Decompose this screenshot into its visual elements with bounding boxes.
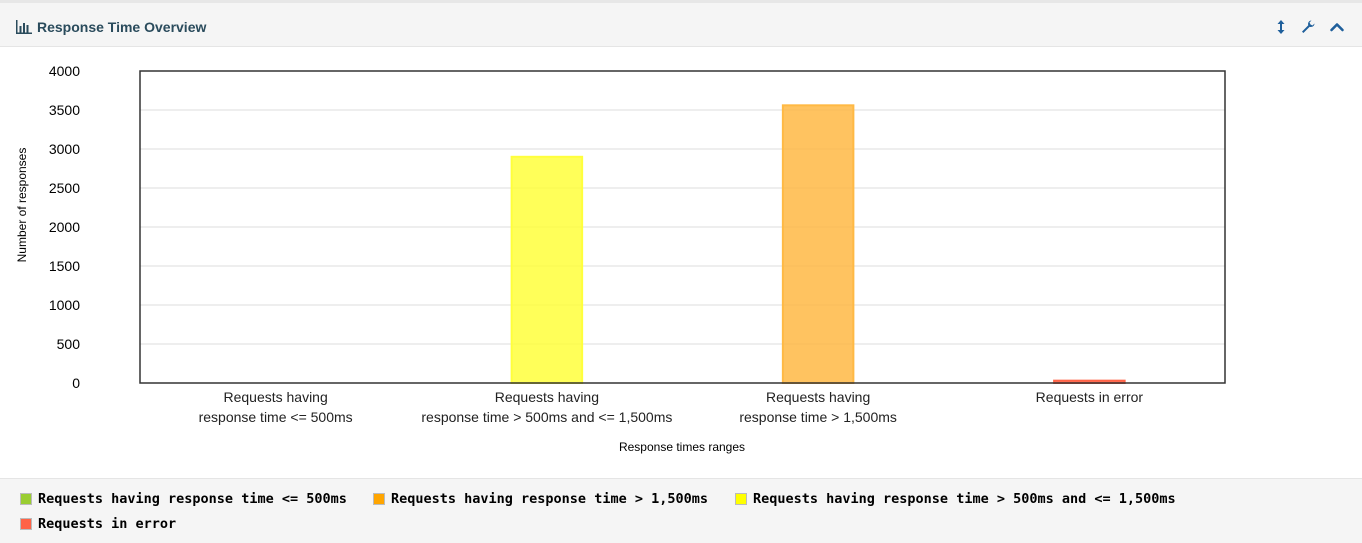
legend-label: Requests having response time <= 500ms xyxy=(38,491,347,507)
x-axis-label: Response times ranges xyxy=(619,440,745,454)
vertical-arrows-icon[interactable] xyxy=(1273,19,1289,35)
y-tick-label: 1500 xyxy=(49,258,80,274)
y-tick-label: 500 xyxy=(57,336,81,352)
legend-swatch xyxy=(20,493,32,505)
x-tick-label: Requests having xyxy=(495,389,599,405)
legend-swatch xyxy=(20,518,32,530)
y-tick-label: 0 xyxy=(72,375,80,391)
legend-swatch xyxy=(373,493,385,505)
panel-title: Response Time Overview xyxy=(37,19,207,35)
legend-item[interactable]: Requests having response time > 500ms an… xyxy=(735,491,1176,507)
legend-item[interactable]: Requests in error xyxy=(20,516,176,532)
y-tick-label: 4000 xyxy=(49,63,80,79)
x-tick-label: response time > 1,500ms xyxy=(739,409,897,425)
legend-item[interactable]: Requests having response time > 1,500ms xyxy=(373,491,708,507)
bar[interactable] xyxy=(510,155,584,384)
legend-item[interactable]: Requests having response time <= 500ms xyxy=(20,491,347,507)
panel-header: Response Time Overview xyxy=(0,3,1362,47)
y-tick-label: 2500 xyxy=(49,180,80,196)
plot-border xyxy=(139,70,1226,384)
chart-legend: Requests having response time <= 500ms R… xyxy=(0,478,1362,543)
y-tick-label: 3000 xyxy=(49,141,80,157)
response-time-chart: 0 500 1000 1500 2000 2500 3000 3500 4000 Request… xyxy=(15,63,1226,454)
wrench-icon[interactable] xyxy=(1300,19,1316,35)
chevron-up-icon[interactable] xyxy=(1329,19,1345,35)
legend-label: Requests having response time > 1,500ms xyxy=(391,491,708,507)
x-tick-label: Requests having xyxy=(766,389,870,405)
top-border xyxy=(0,0,1362,3)
y-tick-label: 2000 xyxy=(49,219,80,235)
x-tick-label: Requests having xyxy=(223,389,327,405)
y-tick-label: 3500 xyxy=(49,102,80,118)
x-tick-label: response time <= 500ms xyxy=(199,409,353,425)
x-tick-label: Requests in error xyxy=(1036,389,1144,405)
bar-chart-icon xyxy=(16,20,32,34)
y-axis-label: Number of responses xyxy=(15,148,29,263)
y-tick-label: 1000 xyxy=(49,297,80,313)
legend-label: Requests having response time > 500ms an… xyxy=(753,491,1176,507)
bar[interactable] xyxy=(781,104,855,384)
legend-label: Requests in error xyxy=(38,516,177,532)
x-tick-label: response time > 500ms and <= 1,500ms xyxy=(421,409,672,425)
legend-swatch xyxy=(735,493,747,505)
